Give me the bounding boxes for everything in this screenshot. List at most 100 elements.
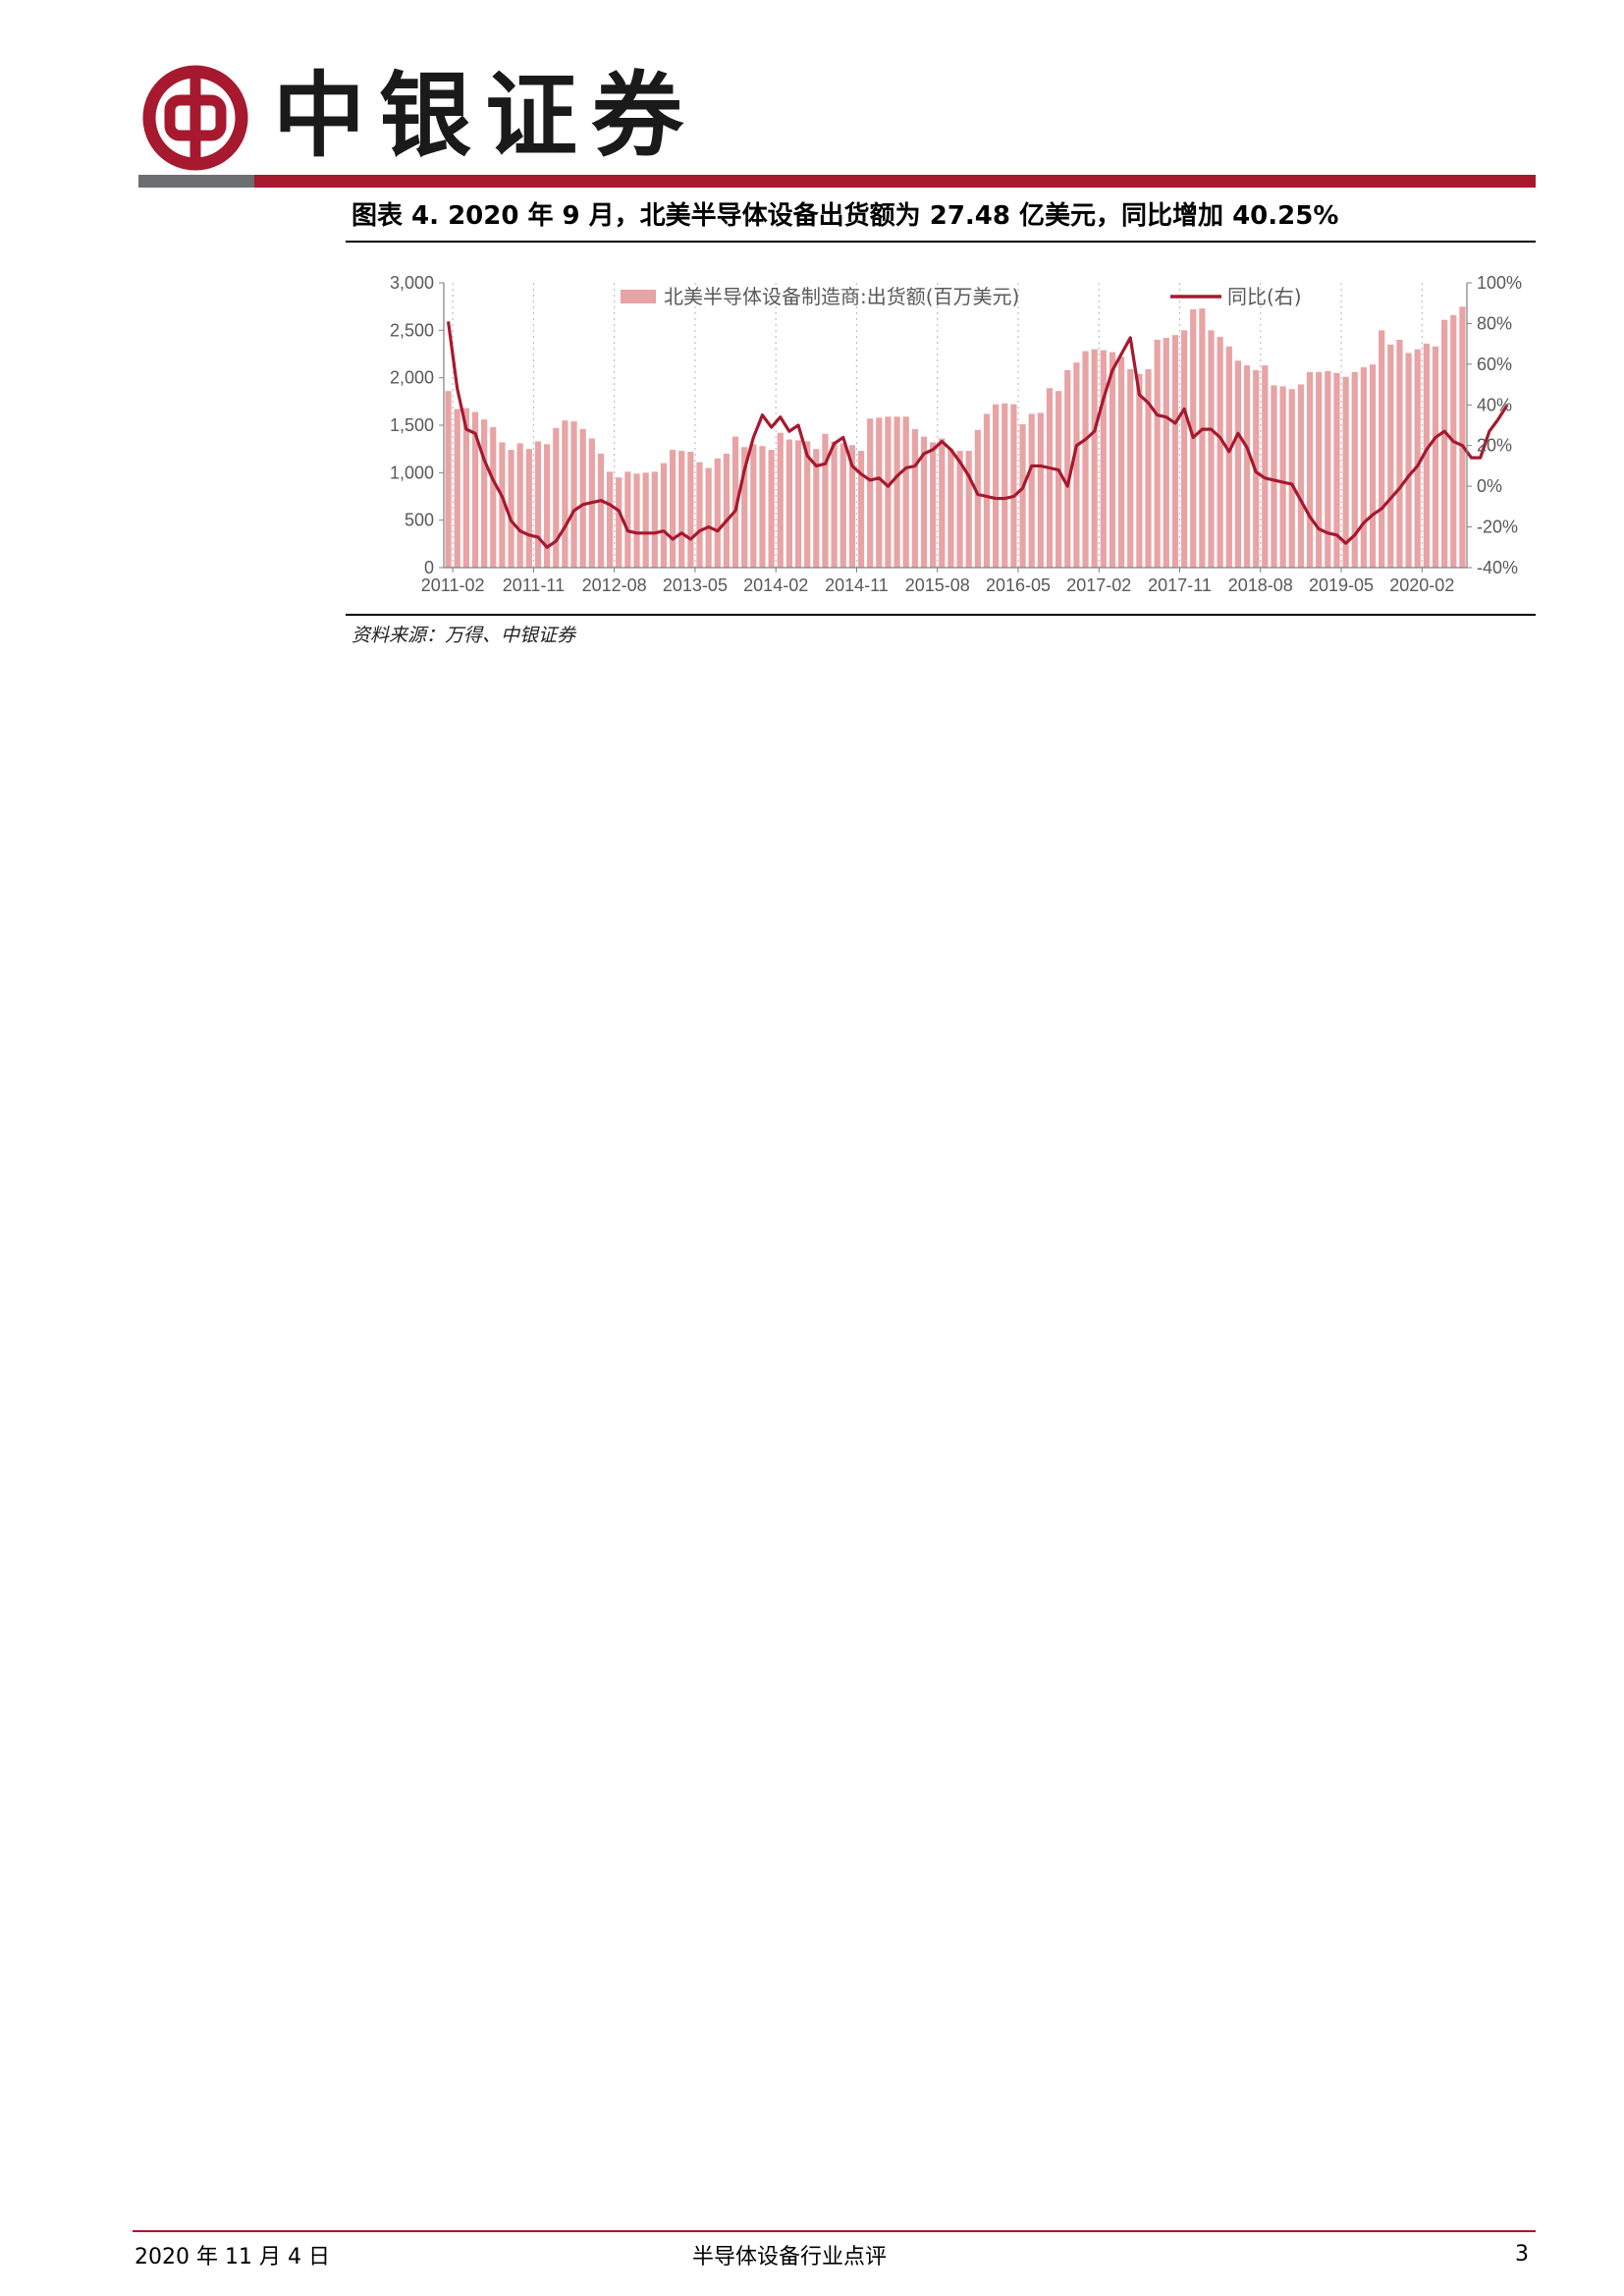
bar: [1046, 388, 1054, 568]
figure-source: 资料来源：万得、中银证券: [352, 625, 576, 646]
bar: [1225, 346, 1232, 568]
y-right-tick-label: 100%: [1477, 273, 1522, 293]
y-right-tick-label: 40%: [1477, 395, 1512, 414]
bar: [893, 416, 900, 568]
bar: [723, 454, 731, 568]
bar: [857, 451, 865, 568]
bar: [1297, 384, 1305, 568]
bar: [785, 439, 793, 568]
bar: [1379, 330, 1385, 568]
x-tick-label: 2016-05: [986, 575, 1051, 595]
y-right-tick-label: 60%: [1477, 355, 1512, 374]
bar: [741, 447, 748, 568]
bar: [1073, 362, 1080, 568]
brand-name: 中银证券: [273, 62, 698, 170]
x-tick-label: 2015-08: [905, 575, 970, 595]
bar: [1109, 352, 1116, 568]
bar: [1082, 351, 1089, 568]
bar: [516, 443, 523, 568]
bar: [525, 449, 532, 568]
bar: [848, 445, 855, 568]
x-tick-label: 2017-11: [1148, 575, 1212, 595]
bar: [481, 419, 488, 568]
bar: [633, 473, 640, 568]
bar: [1414, 349, 1421, 568]
bar: [687, 452, 694, 568]
bar: [1064, 369, 1071, 568]
bar: [454, 409, 460, 568]
bar: [1369, 364, 1377, 568]
y-left-tick-label: 1,500: [390, 415, 434, 435]
bar: [1028, 413, 1035, 568]
bar: [678, 451, 685, 568]
bar: [947, 449, 954, 568]
bar: [1056, 391, 1062, 568]
bar: [1136, 373, 1143, 568]
bar: [1396, 340, 1403, 568]
y-left-tick-label: 2,000: [390, 368, 434, 388]
bar: [768, 450, 775, 568]
y-left-tick-label: 0: [424, 558, 434, 577]
figure-title: 图表 4. 2020 年 9 月，北美半导体设备出货额为 27.48 亿美元，同…: [352, 201, 1339, 231]
bar: [831, 441, 838, 568]
y-left-tick-label: 500: [405, 511, 434, 530]
bar: [616, 477, 623, 568]
bar: [822, 433, 829, 568]
shipment-chart: 2011-02 2011-11 2012-08 2013-05 2014-02 2014-…: [390, 273, 1522, 595]
bar: [867, 418, 874, 568]
y-right-tick-label: -20%: [1477, 518, 1518, 537]
y-right-tick-label: -40%: [1477, 558, 1518, 577]
bar: [750, 444, 757, 568]
bar: [920, 436, 928, 568]
bar: [490, 426, 497, 568]
bar: [1351, 371, 1358, 568]
y-left-tick-label: 1,000: [390, 463, 434, 482]
legend-label-line: 同比(右): [1227, 285, 1302, 308]
bar: [1145, 368, 1152, 568]
x-tick-label: 2014-11: [825, 575, 889, 595]
bar: [965, 451, 972, 568]
figure-rule-bottom: [346, 614, 1536, 616]
bar: [930, 442, 937, 568]
bar: [499, 442, 506, 568]
bar: [660, 463, 668, 568]
x-tick-label: 2019-05: [1309, 575, 1374, 595]
bar: [1360, 367, 1367, 568]
chart-legend: 北美半导体设备制造商:出货额(百万美元) 同比(右): [621, 285, 1302, 308]
bar: [731, 436, 739, 568]
bar: [956, 451, 963, 568]
bar: [1288, 389, 1295, 568]
bar: [1423, 343, 1430, 568]
bar: [553, 427, 560, 568]
bar: [1441, 319, 1448, 568]
bar: [1180, 330, 1188, 568]
bar: [1243, 365, 1251, 568]
page-number: 3: [1515, 2242, 1529, 2267]
bar: [1432, 346, 1439, 568]
bar: [839, 443, 846, 568]
line-series-yoy: [446, 321, 1509, 549]
figure-rule-top: [346, 241, 1536, 243]
bar: [1217, 337, 1223, 568]
bar: [804, 441, 811, 568]
bar: [1262, 365, 1269, 568]
bar: [624, 471, 631, 568]
bar: [544, 444, 551, 568]
y-left-tick-label: 3,000: [390, 273, 434, 293]
y-right-tick-label: 80%: [1477, 313, 1512, 333]
x-tick-label: 2017-02: [1066, 575, 1131, 595]
bar: [1279, 386, 1286, 568]
bar: [911, 428, 918, 568]
x-tick-label: 2013-05: [663, 575, 728, 595]
x-tick-label: 2014-02: [743, 575, 808, 595]
bar: [534, 441, 542, 568]
bar: [1019, 424, 1026, 568]
bar: [462, 408, 469, 568]
bar: [1117, 356, 1125, 568]
legend-swatch-bars: [621, 290, 656, 303]
bar: [570, 421, 577, 568]
bar: [1001, 403, 1008, 568]
bar: [642, 472, 649, 568]
bar: [471, 411, 479, 568]
y-right-tick-label: 20%: [1477, 436, 1512, 456]
